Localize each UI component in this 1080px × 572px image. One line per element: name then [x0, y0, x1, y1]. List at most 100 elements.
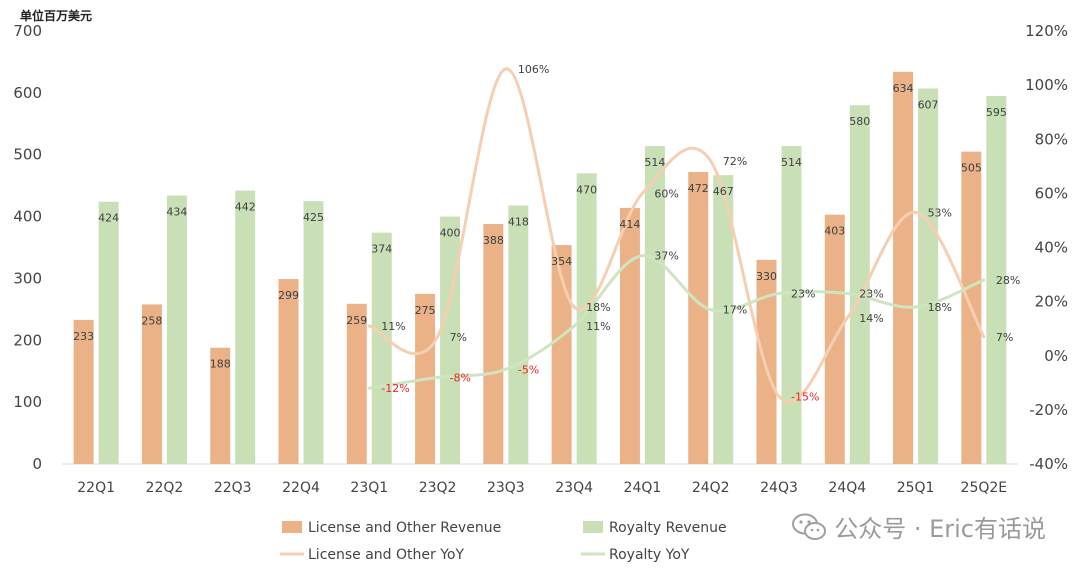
x-tick-label: 23Q1 — [350, 480, 388, 496]
left-tick-label: 300 — [13, 269, 42, 287]
license-bar — [756, 259, 777, 464]
license-bar — [278, 279, 299, 464]
data-labels: 233 258 188 299 259 275 388 354 414 472 330 403 634 5… — [73, 63, 1020, 403]
x-tick-label: 22Q1 — [77, 480, 115, 496]
royalty-yoy-label: 23% — [859, 288, 883, 301]
license-bar — [551, 245, 572, 464]
right-axis: -40% -20% 0% 20% 40% 60% 80% 100% 120% — [1025, 22, 1068, 473]
royalty-bar — [508, 205, 529, 465]
watermark: 公众号 · Eric有话说 — [792, 509, 1046, 544]
royalty-bar — [713, 175, 734, 464]
x-tick-label: 24Q2 — [692, 480, 730, 496]
x-tick-label: 24Q1 — [624, 480, 662, 496]
royalty-bar — [644, 146, 665, 464]
x-tick-label: 22Q3 — [214, 480, 252, 496]
license-yoy-label: 7% — [996, 331, 1013, 344]
license-bar-label: 259 — [346, 314, 367, 327]
royalty-bar — [986, 95, 1007, 464]
license-bar — [73, 319, 94, 464]
royalty-bar-label: 434 — [166, 206, 187, 219]
legend-label: Royalty Revenue — [609, 520, 727, 536]
royalty-bar — [576, 173, 597, 464]
royalty-bar-label: 514 — [644, 156, 665, 169]
legend-label: License and Other YoY — [308, 547, 464, 563]
license-bar-label: 330 — [756, 270, 777, 283]
royalty-bar — [371, 232, 392, 464]
left-tick-label: 600 — [13, 84, 42, 102]
royalty-bar-label: 424 — [98, 212, 119, 225]
license-bar-label: 403 — [824, 225, 845, 238]
right-tick-label: 120% — [1025, 22, 1068, 40]
legend-swatch — [583, 521, 603, 533]
royalty-bar-label: 514 — [781, 156, 802, 169]
royalty-yoy-label: 17% — [723, 304, 747, 317]
royalty-bar-label: 595 — [986, 106, 1007, 119]
royalty-yoy-label: 37% — [654, 250, 678, 263]
royalty-bar-label: 374 — [371, 243, 392, 256]
royalty-yoy-label: 28% — [996, 274, 1020, 287]
royalty-bar-label: 425 — [303, 211, 324, 224]
right-tick-label: 40% — [1035, 239, 1068, 257]
license-yoy-line — [367, 67, 986, 404]
x-tick-label: 24Q4 — [828, 480, 866, 496]
license-bar-label: 354 — [551, 255, 572, 268]
royalty-bar — [781, 146, 802, 464]
legend-swatch — [282, 521, 302, 533]
license-yoy-label: 72% — [723, 155, 747, 168]
right-tick-label: 0% — [1044, 347, 1068, 365]
right-tick-label: 80% — [1035, 130, 1068, 148]
x-axis: 22Q1 22Q2 22Q3 22Q4 23Q1 23Q2 23Q3 23Q4 24Q1 24Q2… — [77, 480, 1007, 496]
left-tick-label: 400 — [13, 208, 42, 226]
line-series — [367, 67, 986, 404]
license-bar — [210, 347, 231, 464]
license-bar — [619, 207, 640, 464]
license-yoy-label: 18% — [586, 301, 610, 314]
left-tick-label: 0 — [32, 455, 42, 473]
royalty-bar-label: 400 — [440, 227, 461, 240]
x-tick-label: 22Q4 — [282, 480, 320, 496]
license-yoy-label: 53% — [928, 206, 952, 219]
royalty-bar-label: 470 — [576, 183, 597, 196]
left-tick-label: 700 — [13, 22, 42, 40]
license-bar-label: 258 — [141, 314, 162, 327]
royalty-bar — [849, 105, 870, 464]
royalty-bar — [918, 88, 939, 464]
royalty-yoy-label: 18% — [928, 301, 952, 314]
royalty-yoy-line — [367, 254, 986, 390]
right-tick-label: 60% — [1035, 184, 1068, 202]
license-yoy-label: 60% — [654, 187, 678, 200]
royalty-yoy-label: -5% — [518, 363, 539, 376]
license-bar-label: 275 — [415, 304, 436, 317]
royalty-yoy-label: 23% — [791, 288, 815, 301]
license-bar-label: 634 — [893, 82, 914, 95]
royalty-bar-label: 607 — [918, 99, 939, 112]
bar-series — [73, 71, 1007, 465]
royalty-bar-label: 418 — [508, 215, 529, 228]
license-bar — [483, 223, 504, 464]
royalty-bar-label: 580 — [849, 115, 870, 128]
license-yoy-label: 106% — [518, 63, 549, 76]
royalty-bar — [303, 201, 324, 464]
wechat-icon — [792, 513, 827, 540]
unit-label: 单位百万美元 — [20, 8, 92, 23]
royalty-bar-label: 467 — [713, 185, 734, 198]
royalty-bar — [166, 195, 187, 465]
royalty-yoy-label: -8% — [450, 371, 471, 384]
x-tick-label: 23Q2 — [419, 480, 457, 496]
license-bar — [346, 303, 367, 464]
x-tick-label: 25Q1 — [897, 480, 935, 496]
royalty-bar — [235, 190, 256, 464]
watermark-text: 公众号 · Eric有话说 — [834, 515, 1046, 543]
license-bar-label: 414 — [619, 218, 640, 231]
license-yoy-label: -15% — [791, 390, 819, 403]
license-yoy-label: 14% — [859, 312, 883, 325]
license-bar-label: 388 — [483, 234, 504, 247]
legend: License and Other Revenue Royalty Revenue… — [280, 520, 727, 563]
right-tick-label: -20% — [1029, 401, 1068, 419]
license-yoy-label: 11% — [381, 320, 405, 333]
x-tick-label: 23Q4 — [555, 480, 593, 496]
x-tick-label: 22Q2 — [146, 480, 184, 496]
license-bar — [893, 71, 914, 464]
license-bar-label: 188 — [210, 358, 231, 371]
